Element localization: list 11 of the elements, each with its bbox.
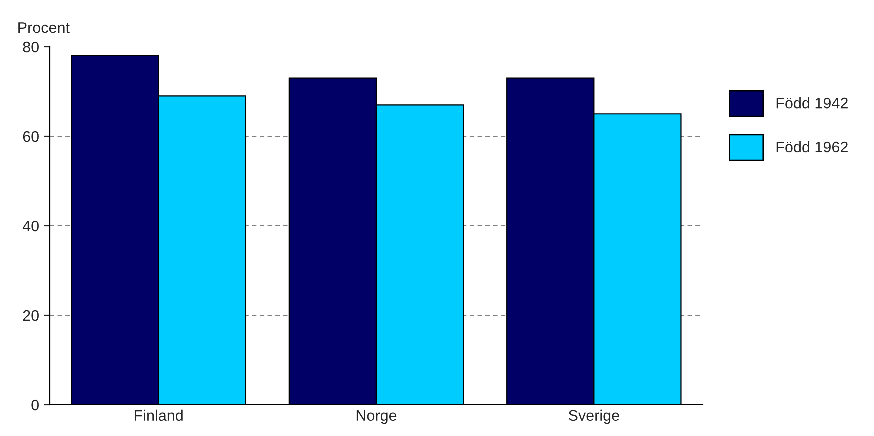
- y-axis-title: Procent: [18, 22, 70, 34]
- y-tick-label: 80: [23, 42, 39, 53]
- legend-label: Född 1942: [776, 98, 848, 109]
- x-tick-label: Sverige: [568, 410, 620, 424]
- y-tick-label: 20: [23, 310, 39, 322]
- x-tick-label: Norge: [356, 410, 397, 424]
- y-tick-label: 0: [32, 400, 39, 411]
- legend-label: Född 1962: [776, 141, 848, 153]
- y-tick-label: 40: [22, 220, 39, 232]
- x-tick-label: Finland: [135, 410, 183, 422]
- y-tick-label: 60: [23, 131, 39, 142]
